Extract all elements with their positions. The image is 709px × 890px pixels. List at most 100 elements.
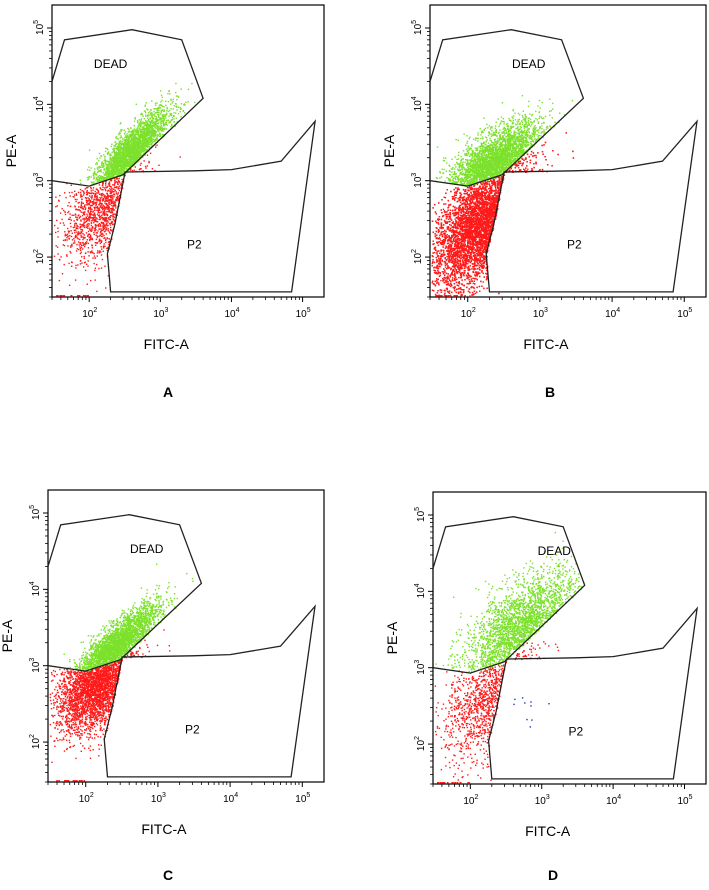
event-dot bbox=[113, 161, 115, 164]
event-dot bbox=[114, 154, 116, 157]
event-dot bbox=[99, 224, 102, 226]
event-dot bbox=[119, 154, 122, 157]
event-dot bbox=[508, 138, 510, 141]
event-dot bbox=[114, 186, 116, 188]
event-dot bbox=[115, 168, 117, 171]
event-dot bbox=[513, 148, 515, 150]
event-dot bbox=[118, 185, 120, 187]
event-dot bbox=[154, 108, 156, 110]
event-dot bbox=[99, 177, 101, 179]
event-dot bbox=[475, 160, 477, 163]
event-dot bbox=[169, 113, 172, 115]
event-dot bbox=[120, 161, 122, 164]
event-dot bbox=[89, 234, 92, 237]
event-dot bbox=[467, 176, 469, 178]
event-dot bbox=[99, 196, 101, 199]
event-dot bbox=[507, 124, 509, 127]
event-dot bbox=[138, 131, 140, 134]
event-dot bbox=[123, 147, 126, 149]
event-dot bbox=[499, 142, 502, 144]
event-dot bbox=[476, 137, 478, 139]
event-dot bbox=[100, 228, 102, 230]
event-dot bbox=[108, 172, 110, 174]
event-dot bbox=[142, 156, 144, 159]
event-dot bbox=[69, 250, 71, 253]
event-dot bbox=[134, 161, 136, 164]
event-dot bbox=[148, 147, 150, 150]
event-dot bbox=[471, 145, 473, 147]
event-dot bbox=[101, 161, 103, 163]
event-dot bbox=[137, 146, 139, 148]
event-dot bbox=[484, 127, 487, 130]
event-dot bbox=[90, 217, 93, 219]
event-dot bbox=[122, 150, 124, 152]
event-dot bbox=[124, 140, 126, 142]
event-dot bbox=[143, 143, 146, 145]
event-dot bbox=[94, 196, 97, 198]
event-dot bbox=[113, 193, 116, 196]
event-dot bbox=[84, 205, 86, 207]
event-dot bbox=[454, 164, 456, 166]
event-dot bbox=[511, 142, 513, 144]
event-dot bbox=[105, 219, 107, 221]
event-dot bbox=[458, 163, 460, 165]
event-dot bbox=[109, 203, 111, 205]
event-dot bbox=[91, 228, 93, 231]
event-dot bbox=[102, 197, 105, 200]
event-dot bbox=[116, 177, 118, 179]
event-dots bbox=[53, 82, 196, 297]
event-dot bbox=[88, 220, 91, 222]
event-dot bbox=[95, 234, 97, 236]
event-dot bbox=[91, 204, 93, 207]
event-dot bbox=[89, 235, 91, 238]
event-dot bbox=[124, 159, 126, 161]
event-dot bbox=[156, 120, 158, 123]
event-dot bbox=[143, 121, 146, 124]
event-dot bbox=[141, 146, 143, 148]
event-dot bbox=[116, 147, 118, 150]
event-dot bbox=[106, 176, 108, 178]
event-dot bbox=[91, 182, 93, 184]
event-dot bbox=[74, 190, 76, 192]
event-dot bbox=[110, 215, 112, 217]
event-dot bbox=[84, 206, 86, 208]
gate-dead[interactable] bbox=[51, 29, 204, 187]
event-dot bbox=[153, 121, 155, 123]
event-dot bbox=[99, 157, 101, 159]
event-dot bbox=[115, 193, 118, 195]
event-dot bbox=[150, 126, 153, 129]
event-dot bbox=[515, 128, 517, 130]
event-dot bbox=[118, 198, 120, 200]
event-dot bbox=[112, 159, 114, 162]
event-dot bbox=[102, 198, 104, 200]
event-dot bbox=[148, 143, 150, 145]
event-dot bbox=[136, 120, 139, 122]
event-dot bbox=[140, 158, 142, 160]
event-dot bbox=[170, 107, 172, 110]
event-dot bbox=[156, 137, 158, 139]
event-dot bbox=[477, 140, 479, 142]
event-dot bbox=[145, 128, 147, 131]
event-dot bbox=[131, 130, 134, 132]
event-dot bbox=[156, 125, 158, 127]
event-dot bbox=[158, 164, 160, 166]
event-dot bbox=[75, 227, 77, 230]
event-dot bbox=[160, 110, 162, 112]
event-dot bbox=[130, 133, 132, 136]
event-dot bbox=[492, 150, 495, 152]
event-dot bbox=[89, 199, 92, 202]
event-dot bbox=[107, 246, 109, 248]
event-dot bbox=[141, 134, 143, 137]
event-dot bbox=[163, 123, 165, 125]
event-dot bbox=[101, 166, 104, 168]
event-dot bbox=[153, 134, 155, 136]
event-dot bbox=[171, 118, 173, 121]
event-dot bbox=[113, 204, 115, 206]
event-dot bbox=[124, 166, 126, 168]
event-dot bbox=[80, 219, 82, 221]
event-dot bbox=[106, 166, 108, 169]
gate-p2[interactable] bbox=[106, 119, 317, 293]
event-dot bbox=[164, 116, 166, 118]
event-dot bbox=[158, 127, 161, 129]
